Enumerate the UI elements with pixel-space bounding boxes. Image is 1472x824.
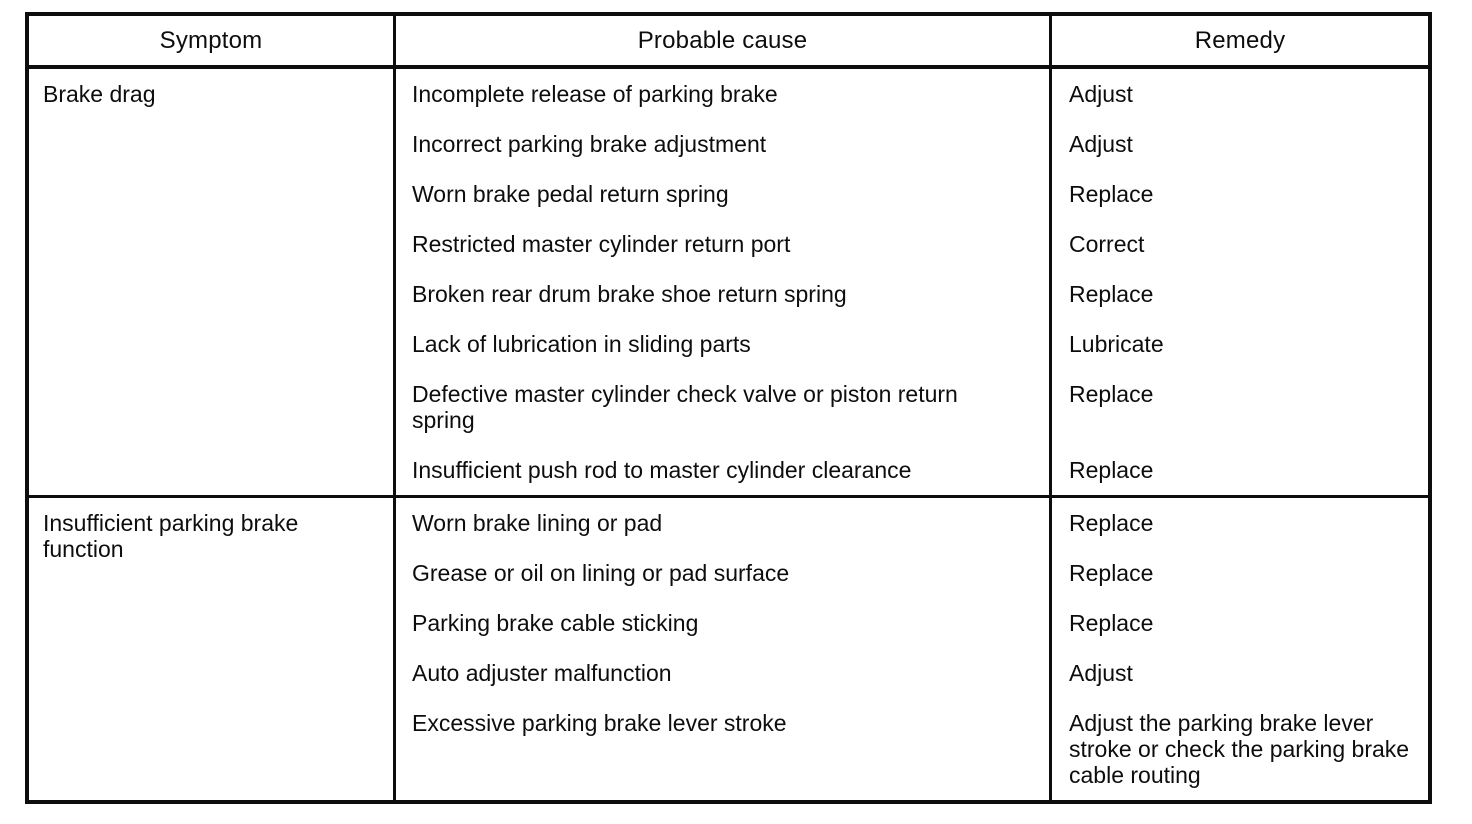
table-row-group-brake-drag: Brake drag Incomplete release of parking… (29, 69, 1428, 495)
cause-cell: Worn brake pedal return spring (396, 169, 1052, 219)
symptom-cell: Brake drag (29, 69, 396, 495)
remedy-cell: Adjust (1069, 660, 1133, 686)
remedy-cell: Replace (1069, 560, 1154, 586)
cause-cell: Defective master cylinder check valve or… (396, 369, 1052, 445)
remedy-cell: Replace (1069, 281, 1154, 307)
table-row-group-insufficient-parking-brake: Insufficient parking brake function Worn… (29, 495, 1428, 800)
column-header-probable-cause: Probable cause (396, 16, 1052, 65)
remedy-cell: Lubricate (1069, 331, 1164, 357)
cause-cell: Auto adjuster malfunction (396, 648, 1052, 698)
table-header-row: Symptom Probable cause Remedy (29, 16, 1428, 69)
cause-cell: Incomplete release of parking brake (396, 69, 1052, 119)
remedy-cell: Replace (1069, 457, 1154, 483)
remedy-cell: Adjust (1069, 131, 1133, 157)
symptom-cell: Insufficient parking brake function (29, 498, 396, 800)
remedy-cell: Adjust (1069, 81, 1133, 107)
column-header-remedy: Remedy (1194, 26, 1286, 54)
troubleshooting-table: Symptom Probable cause Remedy Brake drag… (25, 12, 1432, 804)
remedy-cell: Replace (1069, 381, 1154, 407)
cause-cell: Restricted master cylinder return port (396, 219, 1052, 269)
cause-cell: Worn brake lining or pad (396, 498, 1052, 548)
remedy-cell: Replace (1069, 610, 1154, 636)
cause-cell: Lack of lubrication in sliding parts (396, 319, 1052, 369)
column-header-symptom: Symptom (29, 16, 396, 65)
cause-cell: Incorrect parking brake adjustment (396, 119, 1052, 169)
remedy-cell: Replace (1069, 181, 1154, 207)
remedy-cell: Correct (1069, 231, 1145, 257)
cause-cell: Broken rear drum brake shoe return sprin… (396, 269, 1052, 319)
remedy-cell: Replace (1069, 510, 1154, 536)
cause-cell: Excessive parking brake lever stroke (396, 698, 1052, 800)
cause-cell: Insufficient push rod to master cylinder… (396, 445, 1052, 495)
remedy-cell: Adjust the parking brake lever stroke or… (1069, 710, 1410, 788)
cause-cell: Grease or oil on lining or pad surface (396, 548, 1052, 598)
cause-cell: Parking brake cable sticking (396, 598, 1052, 648)
